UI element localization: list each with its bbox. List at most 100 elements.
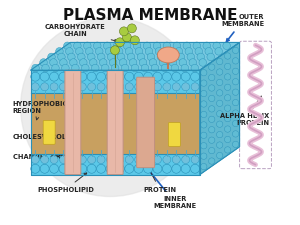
Circle shape xyxy=(68,72,77,81)
Circle shape xyxy=(232,68,239,74)
Circle shape xyxy=(215,47,223,55)
Circle shape xyxy=(181,64,189,72)
Circle shape xyxy=(224,53,231,59)
Circle shape xyxy=(131,64,139,72)
Circle shape xyxy=(172,83,180,91)
Circle shape xyxy=(88,156,96,164)
Circle shape xyxy=(190,164,200,173)
Circle shape xyxy=(205,47,212,55)
Circle shape xyxy=(69,83,77,91)
Circle shape xyxy=(208,64,215,70)
Circle shape xyxy=(83,42,91,50)
Circle shape xyxy=(224,94,231,101)
Circle shape xyxy=(127,53,135,61)
Circle shape xyxy=(116,83,124,91)
Circle shape xyxy=(224,126,231,132)
Circle shape xyxy=(125,47,133,55)
Circle shape xyxy=(181,72,190,81)
Circle shape xyxy=(50,59,57,66)
Circle shape xyxy=(163,156,171,164)
Circle shape xyxy=(199,59,206,66)
Circle shape xyxy=(217,100,223,106)
Circle shape xyxy=(40,72,49,81)
Circle shape xyxy=(88,53,95,61)
Circle shape xyxy=(82,64,89,72)
Circle shape xyxy=(208,158,215,164)
Circle shape xyxy=(201,163,207,170)
Circle shape xyxy=(133,42,141,50)
Circle shape xyxy=(139,59,147,66)
Circle shape xyxy=(201,101,207,107)
Circle shape xyxy=(144,72,152,81)
Circle shape xyxy=(143,42,151,50)
Circle shape xyxy=(59,72,68,81)
Circle shape xyxy=(116,38,124,47)
Circle shape xyxy=(134,72,143,81)
Circle shape xyxy=(217,79,223,86)
Circle shape xyxy=(42,64,49,72)
Circle shape xyxy=(31,83,39,91)
Circle shape xyxy=(117,53,125,61)
Circle shape xyxy=(191,64,199,72)
Circle shape xyxy=(144,164,152,173)
Polygon shape xyxy=(31,154,200,175)
Circle shape xyxy=(208,127,215,133)
Circle shape xyxy=(208,137,215,143)
Circle shape xyxy=(201,122,207,128)
Circle shape xyxy=(32,64,39,72)
Circle shape xyxy=(232,89,239,95)
Circle shape xyxy=(145,47,153,55)
Circle shape xyxy=(177,53,184,61)
Circle shape xyxy=(99,59,107,66)
Text: CARBOHYDRATE
CHAIN: CARBOHYDRATE CHAIN xyxy=(45,24,117,42)
Circle shape xyxy=(135,47,143,55)
Circle shape xyxy=(207,53,214,61)
Circle shape xyxy=(223,42,230,50)
Circle shape xyxy=(137,53,145,61)
Circle shape xyxy=(232,99,239,106)
Circle shape xyxy=(106,72,115,81)
Circle shape xyxy=(208,106,215,112)
Circle shape xyxy=(31,156,39,164)
Circle shape xyxy=(172,156,180,164)
Circle shape xyxy=(232,79,239,85)
Circle shape xyxy=(119,59,127,66)
Circle shape xyxy=(31,72,40,81)
Circle shape xyxy=(130,36,139,45)
Circle shape xyxy=(68,164,77,173)
Circle shape xyxy=(141,64,149,72)
Polygon shape xyxy=(31,70,200,93)
Circle shape xyxy=(61,64,69,72)
Circle shape xyxy=(224,74,231,80)
Circle shape xyxy=(217,90,223,96)
Circle shape xyxy=(105,47,113,55)
Circle shape xyxy=(125,156,133,164)
Circle shape xyxy=(201,111,207,118)
Circle shape xyxy=(217,69,223,75)
Circle shape xyxy=(68,53,75,61)
Circle shape xyxy=(92,64,99,72)
Circle shape xyxy=(193,42,201,50)
Circle shape xyxy=(155,47,163,55)
Circle shape xyxy=(232,110,239,116)
Circle shape xyxy=(224,63,231,70)
Circle shape xyxy=(59,156,68,164)
Circle shape xyxy=(147,53,155,61)
Circle shape xyxy=(153,42,161,50)
Circle shape xyxy=(217,110,223,117)
Circle shape xyxy=(232,131,239,137)
Circle shape xyxy=(217,142,223,148)
Circle shape xyxy=(172,164,181,173)
Circle shape xyxy=(162,164,171,173)
Text: PHOSPHOLIPID: PHOSPHOLIPID xyxy=(37,173,94,193)
Circle shape xyxy=(197,53,205,61)
Circle shape xyxy=(50,156,58,164)
Circle shape xyxy=(163,42,171,50)
Circle shape xyxy=(201,80,207,86)
Circle shape xyxy=(59,164,68,173)
Circle shape xyxy=(217,152,223,159)
Circle shape xyxy=(162,72,171,81)
Circle shape xyxy=(98,53,105,61)
Circle shape xyxy=(48,53,55,61)
FancyBboxPatch shape xyxy=(137,77,154,168)
